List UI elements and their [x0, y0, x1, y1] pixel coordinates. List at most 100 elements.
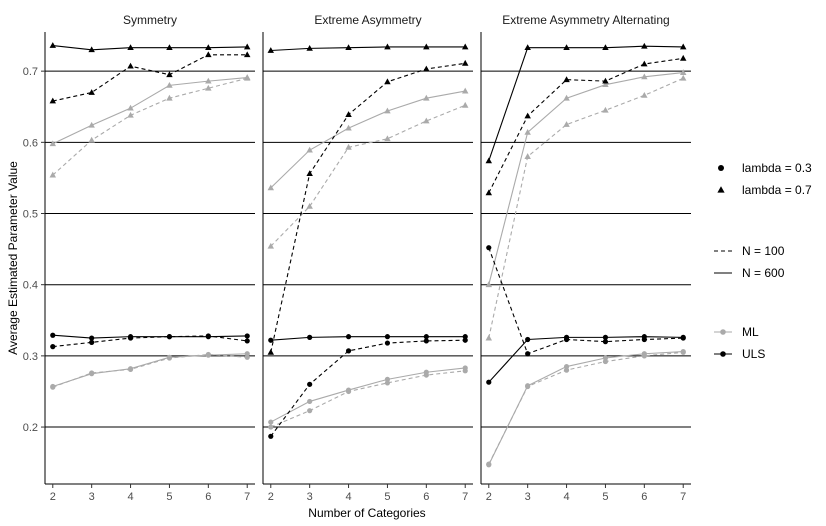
series-line [52, 335, 248, 348]
data-point [641, 91, 648, 98]
data-point [345, 388, 352, 395]
series-group [485, 54, 687, 196]
series-group [49, 74, 251, 147]
data-point [166, 44, 173, 51]
series-line [52, 54, 248, 102]
data-point [461, 87, 469, 94]
data-point [166, 71, 173, 78]
series-line [52, 44, 248, 51]
data-point [423, 65, 430, 72]
series-line [488, 45, 684, 162]
legend-key-circle [720, 329, 726, 335]
data-point [205, 84, 212, 91]
x-tick-label: 4 [127, 491, 133, 503]
x-tick-label: 5 [384, 491, 390, 503]
data-point [602, 44, 609, 51]
data-point [49, 171, 57, 178]
data-point [268, 424, 274, 430]
data-point [423, 117, 430, 124]
data-point [345, 348, 352, 354]
data-point [306, 170, 313, 177]
legend-label: ML [742, 325, 759, 339]
data-point [602, 358, 609, 365]
data-point [641, 73, 648, 80]
x-tick-label: 3 [307, 491, 313, 503]
x-tick-label: 6 [205, 491, 211, 503]
series-group [486, 349, 686, 468]
legend-key-circle [718, 165, 724, 171]
series-group [486, 245, 686, 357]
data-point [243, 43, 251, 50]
data-point [461, 59, 469, 66]
series-group [268, 334, 468, 343]
data-point [563, 363, 570, 370]
data-point [462, 334, 468, 340]
series-line [488, 247, 684, 355]
data-point [205, 333, 211, 339]
series-line [52, 353, 248, 388]
data-point [127, 335, 134, 341]
series-line [270, 104, 466, 247]
data-point [306, 202, 313, 209]
series-group [268, 337, 468, 439]
data-point [306, 44, 313, 51]
data-point [88, 121, 95, 128]
data-point [89, 370, 95, 376]
data-point [244, 333, 250, 339]
data-point [423, 338, 429, 344]
data-point [166, 355, 173, 361]
data-point [485, 189, 493, 196]
series-group [267, 59, 469, 355]
x-axis-title: Number of Categories [308, 506, 425, 520]
series-line [52, 77, 248, 176]
data-point [127, 104, 134, 111]
data-point [88, 89, 95, 95]
data-point [384, 340, 391, 346]
data-point [524, 128, 531, 135]
data-point [345, 334, 352, 340]
data-point [166, 94, 173, 101]
data-point [461, 43, 469, 50]
y-tick-label: 0.7 [23, 66, 38, 78]
data-point [423, 94, 430, 101]
x-tick-label: 2 [268, 491, 274, 503]
axis-titles: Number of Categories Average Estimated P… [6, 161, 426, 520]
x-tick-label: 2 [486, 491, 492, 503]
data-point [268, 337, 274, 343]
x-tick-label: 7 [244, 491, 250, 503]
series-group [485, 42, 687, 164]
data-point [345, 111, 352, 117]
data-point [244, 354, 250, 360]
series-line [488, 72, 684, 285]
data-point [563, 76, 570, 83]
data-point [641, 60, 648, 67]
y-axis-title: Average Estimated Parameter Value [6, 161, 20, 355]
x-tick-label: 5 [602, 491, 608, 503]
legend-label: lambda = 0.7 [742, 183, 812, 197]
data-point [486, 461, 492, 467]
legend-label: lambda = 0.3 [742, 161, 812, 175]
data-point [306, 146, 313, 153]
x-tick-label: 3 [89, 491, 95, 503]
data-point [267, 47, 275, 53]
data-point [524, 44, 531, 51]
series-group [50, 351, 250, 390]
data-point [462, 337, 468, 343]
series-line [52, 334, 248, 339]
data-point [602, 355, 609, 361]
facet-panel: Extreme Asymmetry 2 3 4 5 6 7 [262, 13, 473, 503]
data-point [243, 74, 251, 81]
data-point [679, 43, 687, 50]
data-point [307, 334, 313, 340]
data-point [345, 124, 352, 131]
data-point [345, 44, 352, 51]
data-point [267, 348, 275, 355]
data-point [679, 54, 687, 61]
y-tick-label: 0.3 [23, 351, 38, 363]
series-group [267, 87, 469, 191]
series-line [270, 370, 466, 428]
data-point [602, 339, 609, 345]
data-point [89, 339, 95, 345]
data-point [423, 372, 429, 378]
